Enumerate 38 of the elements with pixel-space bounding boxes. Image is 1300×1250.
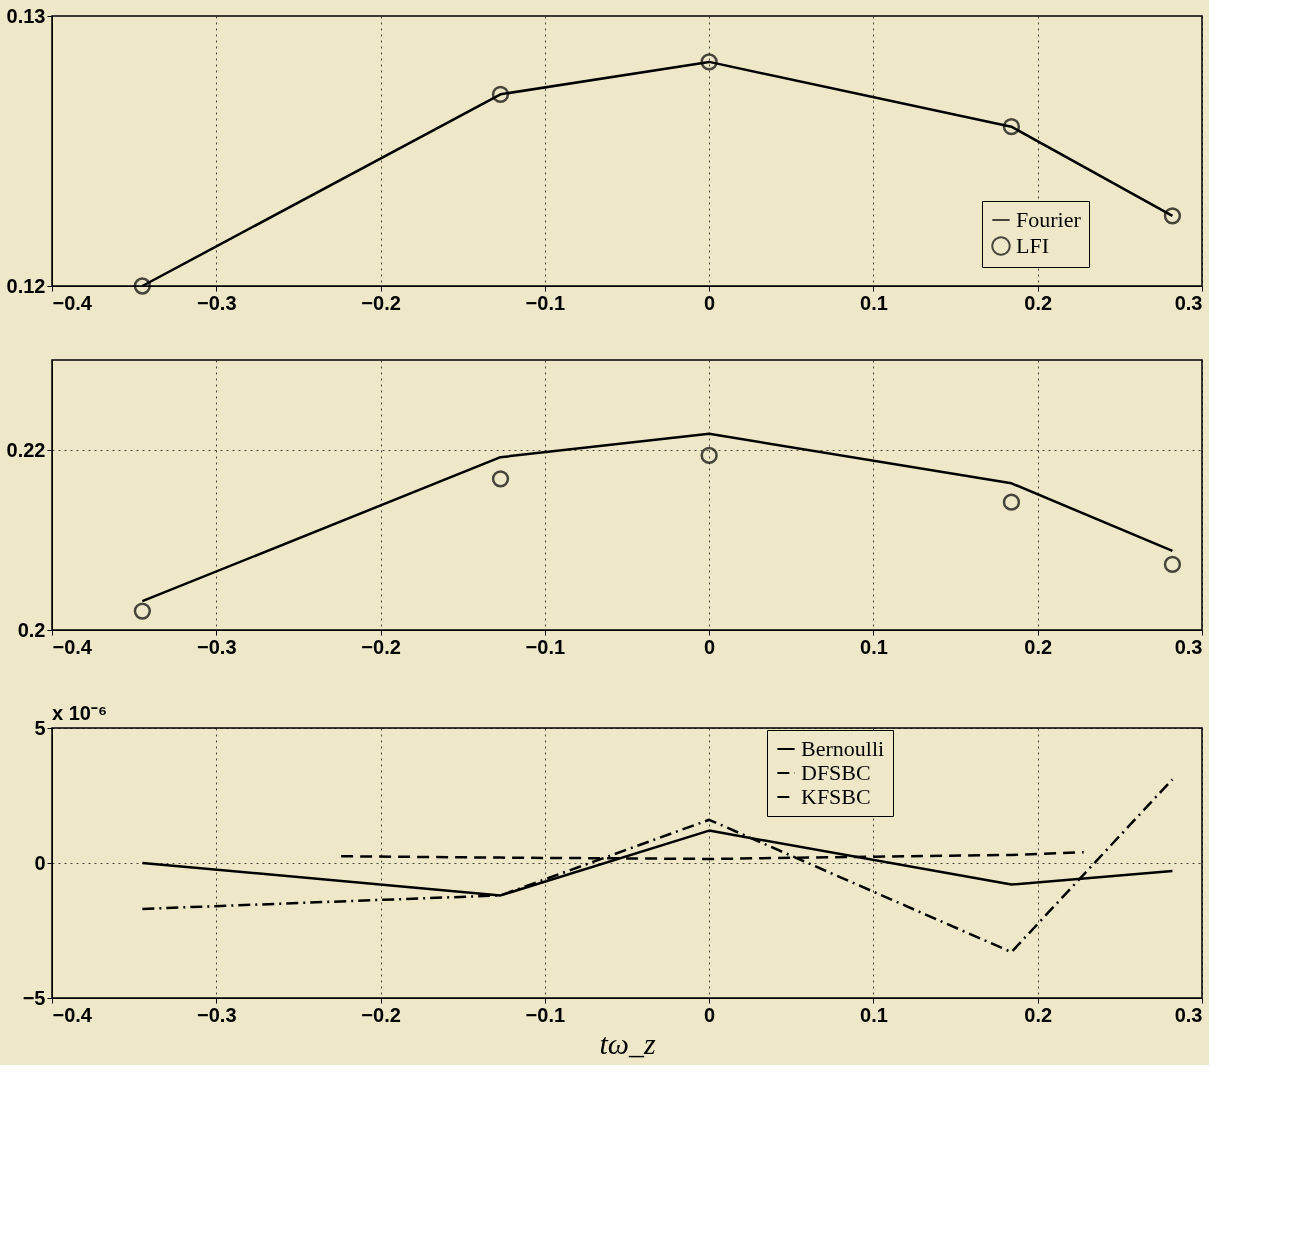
legend-label: DFSBC — [801, 760, 871, 785]
x-tick-label: 0.2 — [1024, 635, 1053, 658]
x-tick-label: −0.2 — [361, 635, 401, 658]
x-tick-label: 0 — [704, 635, 716, 658]
x-tick-label: −0.4 — [52, 1003, 93, 1026]
x-tick-label: 0.1 — [860, 635, 888, 658]
x-tick-label: 0.1 — [860, 1003, 888, 1026]
text: x 10⁻⁶ — [52, 702, 108, 724]
legend-label: Bernoulli — [801, 736, 885, 761]
x-tick-label: −0.3 — [197, 635, 237, 658]
x-tick-label: 0.3 — [1174, 291, 1203, 314]
x-tick-label: 0.2 — [1024, 1003, 1053, 1026]
x-axis-title: tω_z — [599, 1026, 656, 1060]
x-tick-label: −0.2 — [361, 291, 401, 314]
x-tick-label: 0.1 — [860, 291, 888, 314]
x-tick-label: −0.4 — [52, 635, 93, 658]
y-tick-label: −5 — [22, 986, 46, 1009]
x-tick-label: −0.4 — [52, 291, 93, 314]
x-tick-label: −0.3 — [197, 1003, 237, 1026]
x-tick-label: 0.3 — [1174, 635, 1203, 658]
x-tick-label: 0.3 — [1174, 1003, 1203, 1026]
y-tick-label: 0.2 — [17, 618, 46, 641]
legend-label: Fourier — [1016, 207, 1082, 232]
y-tick-label: 0.12 — [6, 274, 46, 297]
x-tick-label: −0.1 — [525, 291, 566, 314]
x-tick-label: −0.2 — [361, 1003, 401, 1026]
x-tick-label: 0 — [704, 1003, 716, 1026]
y-tick-label: 0.22 — [6, 438, 46, 461]
legend-label: KFSBC — [801, 784, 871, 809]
y-tick-label: 0.13 — [6, 4, 46, 27]
x-tick-label: −0.1 — [525, 635, 566, 658]
x-tick-label: −0.1 — [525, 1003, 566, 1026]
legend-label: LFI — [1016, 233, 1049, 258]
x-tick-label: −0.3 — [197, 291, 237, 314]
y-tick-label: 5 — [34, 716, 46, 739]
x-tick-label: 0 — [704, 291, 716, 314]
x-tick-label: 0.2 — [1024, 291, 1053, 314]
y-tick-label: 0 — [34, 851, 46, 874]
